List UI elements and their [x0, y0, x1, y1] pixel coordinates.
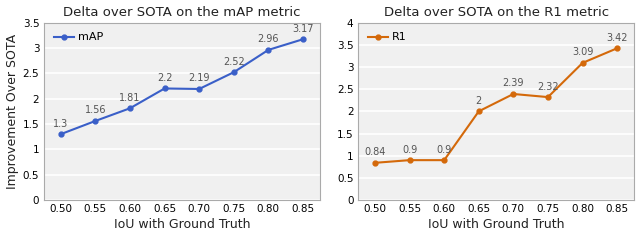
mAP	[264, 49, 272, 51]
Text: 2.2: 2.2	[157, 73, 172, 83]
Text: 1.81: 1.81	[119, 93, 141, 103]
Text: 1.56: 1.56	[84, 105, 106, 115]
mAP	[126, 107, 134, 110]
Text: 2.19: 2.19	[188, 73, 210, 83]
Text: 2.96: 2.96	[258, 34, 279, 44]
X-axis label: IoU with Ground Truth: IoU with Ground Truth	[114, 219, 250, 232]
Line: R1: R1	[372, 46, 620, 165]
mAP	[161, 87, 168, 90]
Text: 0.9: 0.9	[402, 145, 417, 155]
mAP	[92, 119, 99, 122]
mAP	[57, 133, 65, 136]
R1	[544, 96, 552, 99]
mAP	[299, 38, 307, 41]
Legend: mAP: mAP	[49, 28, 108, 47]
Title: Delta over SOTA on the R1 metric: Delta over SOTA on the R1 metric	[383, 5, 609, 18]
R1	[440, 159, 448, 162]
R1	[371, 161, 379, 164]
Text: 1.3: 1.3	[53, 118, 68, 129]
Legend: R1: R1	[364, 28, 412, 47]
Y-axis label: Improvement Over SOTA: Improvement Over SOTA	[6, 34, 19, 189]
R1	[475, 110, 483, 113]
R1	[406, 159, 413, 162]
Text: 2.52: 2.52	[223, 57, 244, 67]
Line: mAP: mAP	[58, 37, 305, 137]
X-axis label: IoU with Ground Truth: IoU with Ground Truth	[428, 219, 564, 232]
R1	[509, 93, 517, 96]
R1	[579, 61, 586, 64]
Text: 3.09: 3.09	[572, 47, 593, 57]
Text: 2.39: 2.39	[502, 78, 524, 88]
Text: 3.42: 3.42	[606, 33, 628, 43]
Title: Delta over SOTA on the mAP metric: Delta over SOTA on the mAP metric	[63, 5, 301, 18]
mAP	[230, 71, 237, 74]
mAP	[195, 87, 203, 90]
Text: 0.84: 0.84	[364, 147, 386, 157]
Text: 2.32: 2.32	[537, 82, 559, 91]
Text: 0.9: 0.9	[436, 145, 452, 155]
Text: 2: 2	[476, 96, 482, 106]
R1	[613, 47, 621, 50]
Text: 3.17: 3.17	[292, 24, 314, 34]
